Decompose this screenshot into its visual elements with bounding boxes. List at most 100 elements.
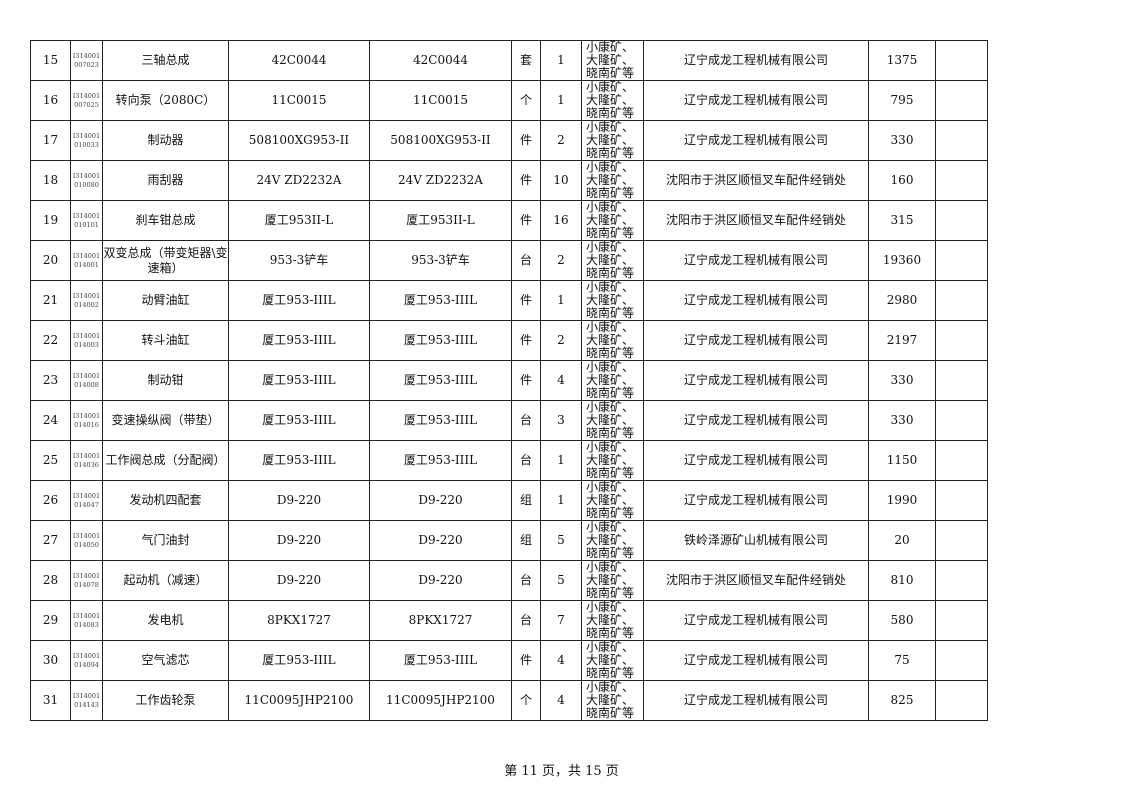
cell-qty: 5: [540, 520, 582, 561]
cell-code: I314001 014143: [70, 680, 103, 721]
location-text: 小康矿、大隆矿、晓南矿等: [586, 441, 635, 480]
cell-supplier: 辽宁成龙工程机械有限公司: [643, 600, 869, 641]
cell-spec: 厦工953II-L: [228, 200, 370, 241]
cell-unit: 台: [511, 240, 541, 281]
cell-unit: 台: [511, 400, 541, 441]
cell-qty: 1: [540, 280, 582, 321]
cell-spec: 11C0015: [228, 80, 370, 121]
table-row: 25 I314001 014036 工作阀总成（分配阀） 厦工953-IIIL 厦工95…: [30, 440, 988, 481]
cell-model: 11C0095JHP2100: [369, 680, 512, 721]
cell-price: 825: [868, 680, 936, 721]
cell-qty: 2: [540, 120, 582, 161]
cell-name: 空气滤芯: [102, 640, 229, 681]
cell-location: 小康矿、大隆矿、晓南矿等: [581, 360, 644, 401]
cell-note: [935, 480, 988, 521]
location-text: 小康矿、大隆矿、晓南矿等: [586, 121, 635, 160]
cell-spec: D9-220: [228, 480, 370, 521]
cell-code: I314001 014002: [70, 280, 103, 321]
location-text: 小康矿、大隆矿、晓南矿等: [586, 161, 635, 200]
cell-name: 双变总成（带变矩器\变速箱）: [102, 240, 229, 281]
location-text: 小康矿、大隆矿、晓南矿等: [586, 401, 635, 440]
location-text: 小康矿、大隆矿、晓南矿等: [586, 641, 635, 680]
cell-note: [935, 520, 988, 561]
cell-name: 雨刮器: [102, 160, 229, 201]
cell-location: 小康矿、大隆矿、晓南矿等: [581, 80, 644, 121]
cell-spec: D9-220: [228, 560, 370, 601]
cell-price: 330: [868, 360, 936, 401]
location-text: 小康矿、大隆矿、晓南矿等: [586, 321, 635, 360]
cell-no: 18: [30, 160, 71, 201]
cell-code: I314001 014001: [70, 240, 103, 281]
cell-code: I314001 010033: [70, 120, 103, 161]
cell-note: [935, 440, 988, 481]
cell-qty: 3: [540, 400, 582, 441]
cell-no: 24: [30, 400, 71, 441]
cell-qty: 1: [540, 480, 582, 521]
cell-price: 1990: [868, 480, 936, 521]
cell-note: [935, 40, 988, 81]
cell-price: 810: [868, 560, 936, 601]
cell-price: 19360: [868, 240, 936, 281]
cell-location: 小康矿、大隆矿、晓南矿等: [581, 400, 644, 441]
location-text: 小康矿、大隆矿、晓南矿等: [586, 681, 635, 720]
cell-price: 1150: [868, 440, 936, 481]
cell-price: 2197: [868, 320, 936, 361]
table-row: 28 I314001 014078 起动机（减速） D9-220 D9-220 台 5 小康矿…: [30, 560, 988, 601]
cell-name: 起动机（减速）: [102, 560, 229, 601]
table-row: 20 I314001 014001 双变总成（带变矩器\变速箱） 953-3铲车 953…: [30, 240, 988, 281]
cell-no: 25: [30, 440, 71, 481]
table-row: 31 I314001 014143 工作齿轮泵 11C0095JHP2100 11C00…: [30, 680, 988, 721]
cell-location: 小康矿、大隆矿、晓南矿等: [581, 160, 644, 201]
cell-code: I314001 010101: [70, 200, 103, 241]
table-row: 29 I314001 014083 发电机 8PKX1727 8PKX1727 台 7 小康矿…: [30, 600, 988, 641]
table-row: 30 I314001 014094 空气滤芯 厦工953-IIIL 厦工953-IIIL…: [30, 640, 988, 681]
cell-unit: 套: [511, 40, 541, 81]
cell-price: 795: [868, 80, 936, 121]
table-row: 16 I314001 007025 转向泵（2080C） 11C0015 11C0015…: [30, 80, 988, 121]
cell-unit: 件: [511, 640, 541, 681]
cell-note: [935, 320, 988, 361]
cell-code: I314001 014016: [70, 400, 103, 441]
cell-spec: 厦工953-IIIL: [228, 400, 370, 441]
table-row: 23 I314001 014008 制动钳 厦工953-IIIL 厦工953-IIIL 件…: [30, 360, 988, 401]
cell-name: 刹车钳总成: [102, 200, 229, 241]
cell-spec: 8PKX1727: [228, 600, 370, 641]
location-text: 小康矿、大隆矿、晓南矿等: [586, 41, 635, 80]
cell-unit: 件: [511, 200, 541, 241]
cell-name: 变速操纵阀（带垫）: [102, 400, 229, 441]
cell-no: 16: [30, 80, 71, 121]
cell-note: [935, 200, 988, 241]
cell-qty: 1: [540, 80, 582, 121]
cell-qty: 4: [540, 640, 582, 681]
cell-unit: 件: [511, 320, 541, 361]
cell-unit: 个: [511, 680, 541, 721]
cell-supplier: 辽宁成龙工程机械有限公司: [643, 440, 869, 481]
cell-spec: 厦工953-IIIL: [228, 360, 370, 401]
cell-no: 26: [30, 480, 71, 521]
cell-model: D9-220: [369, 480, 512, 521]
location-text: 小康矿、大隆矿、晓南矿等: [586, 281, 635, 320]
location-text: 小康矿、大隆矿、晓南矿等: [586, 361, 635, 400]
cell-note: [935, 240, 988, 281]
cell-code: I314001 014003: [70, 320, 103, 361]
cell-model: 8PKX1727: [369, 600, 512, 641]
cell-model: 508100XG953-II: [369, 120, 512, 161]
location-text: 小康矿、大隆矿、晓南矿等: [586, 561, 635, 600]
cell-price: 580: [868, 600, 936, 641]
cell-location: 小康矿、大隆矿、晓南矿等: [581, 40, 644, 81]
cell-note: [935, 640, 988, 681]
cell-qty: 1: [540, 40, 582, 81]
cell-model: 42C0044: [369, 40, 512, 81]
cell-spec: 厦工953-IIIL: [228, 280, 370, 321]
table-row: 26 I314001 014047 发动机四配套 D9-220 D9-220 组 1 小康矿、…: [30, 480, 988, 521]
cell-supplier: 沈阳市于洪区顺恒叉车配件经销处: [643, 160, 869, 201]
cell-model: 953-3铲车: [369, 240, 512, 281]
cell-no: 20: [30, 240, 71, 281]
cell-supplier: 辽宁成龙工程机械有限公司: [643, 120, 869, 161]
cell-no: 19: [30, 200, 71, 241]
cell-no: 28: [30, 560, 71, 601]
cell-location: 小康矿、大隆矿、晓南矿等: [581, 680, 644, 721]
cell-spec: 11C0095JHP2100: [228, 680, 370, 721]
cell-supplier: 辽宁成龙工程机械有限公司: [643, 320, 869, 361]
cell-supplier: 沈阳市于洪区顺恒叉车配件经销处: [643, 200, 869, 241]
